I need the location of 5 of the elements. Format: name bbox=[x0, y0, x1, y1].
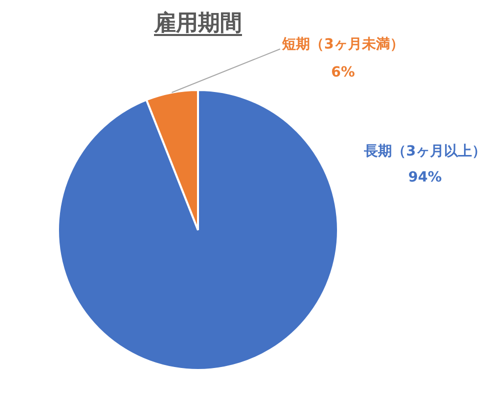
chart-title: 雇用期間 bbox=[153, 10, 242, 36]
slice-label: 長期（3ヶ月以上） bbox=[363, 144, 486, 160]
slice-label: 短期（3ヶ月未満） bbox=[281, 36, 404, 53]
data-label: 94% bbox=[408, 170, 442, 186]
data-label: 6% bbox=[331, 64, 355, 81]
